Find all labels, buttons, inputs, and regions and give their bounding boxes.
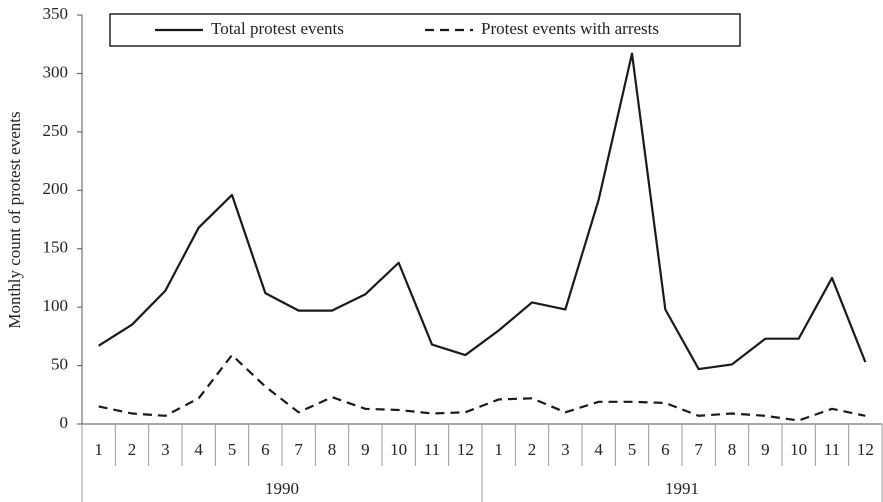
- y-tick-label: 350: [43, 4, 69, 23]
- x-tick-label: 9: [761, 440, 770, 459]
- x-tick-label: 12: [457, 440, 474, 459]
- legend-box: [109, 13, 741, 47]
- x-tick-label: 11: [824, 440, 840, 459]
- x-tick-label: 4: [194, 440, 203, 459]
- x-tick-label: 10: [790, 440, 807, 459]
- legend-label: Protest events with arrests: [481, 19, 659, 38]
- x-tick-label: 3: [561, 440, 570, 459]
- x-tick-label: 12: [857, 440, 874, 459]
- legend-label: Total protest events: [211, 19, 344, 38]
- x-tick-label: 11: [424, 440, 440, 459]
- x-tick-label: 5: [228, 440, 237, 459]
- x-tick-label: 8: [328, 440, 337, 459]
- x-tick-label: 2: [528, 440, 537, 459]
- x-tick-label: 5: [628, 440, 637, 459]
- x-tick-label: 4: [594, 440, 603, 459]
- x-tick-label: 6: [261, 440, 270, 459]
- x-tick-label: 2: [128, 440, 137, 459]
- x-tick-label: 3: [161, 440, 170, 459]
- series-line: [98, 52, 867, 371]
- x-tick-label: 6: [661, 440, 670, 459]
- y-tick-label: 300: [43, 62, 69, 81]
- x-tick-label: 9: [361, 440, 370, 459]
- x-tick-label: 7: [294, 440, 303, 459]
- x-tick-label: 1: [94, 440, 103, 459]
- y-axis-label: Monthly count of protest events: [5, 111, 24, 328]
- y-tick-label: 100: [43, 296, 69, 315]
- y-tick-label: 250: [43, 121, 69, 140]
- x-tick-label: 1: [494, 440, 503, 459]
- group-label: 1991: [665, 479, 699, 498]
- series-line: [98, 353, 866, 422]
- y-tick-label: 0: [60, 413, 69, 432]
- x-tick-label: 7: [694, 440, 703, 459]
- y-tick-label: 200: [43, 179, 69, 198]
- x-tick-label: 10: [390, 440, 407, 459]
- y-tick-label: 50: [51, 354, 68, 373]
- group-label: 1990: [265, 479, 299, 498]
- x-tick-label: 8: [728, 440, 737, 459]
- y-tick-label: 150: [43, 238, 69, 257]
